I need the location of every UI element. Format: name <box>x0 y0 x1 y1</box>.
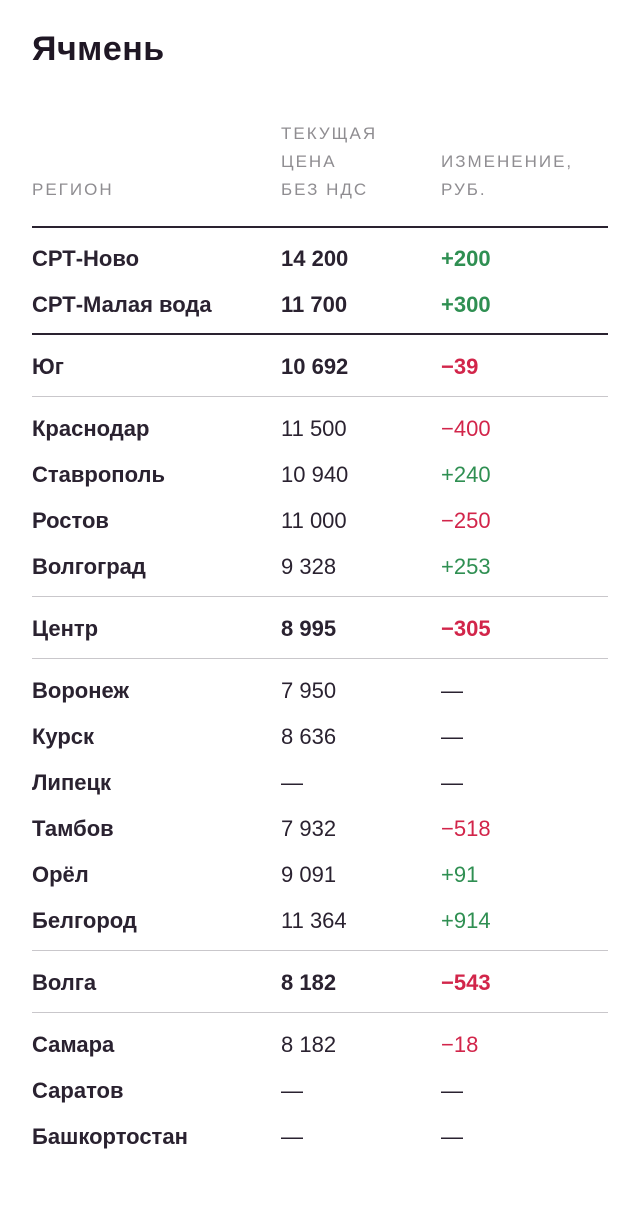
table-row: Тамбов 7 932 −518 <box>32 806 608 852</box>
price-cell: 8 182 <box>281 1032 337 1057</box>
table-row: СРТ-Ново 14 200 +200 <box>32 236 608 282</box>
change-cell: −400 <box>441 416 491 441</box>
change-cell: — <box>441 1124 463 1149</box>
table-row: Воронеж 7 950 — <box>32 668 608 714</box>
price-cell: 7 932 <box>281 816 337 841</box>
price-cell: 10 692 <box>281 354 349 379</box>
change-cell: +300 <box>441 292 491 317</box>
region-cell: Волга <box>32 970 97 995</box>
price-cell: 11 364 <box>281 908 347 933</box>
price-cell: 9 328 <box>281 554 337 579</box>
region-cell: Башкортостан <box>32 1124 188 1149</box>
table-row: Орёл 9 091 +91 <box>32 852 608 898</box>
change-cell: +240 <box>441 462 491 487</box>
region-cell: СРТ-Малая вода <box>32 292 212 317</box>
change-cell: — <box>441 678 463 703</box>
region-cell: Воронеж <box>32 678 130 703</box>
page-title: Ячмень <box>32 30 165 68</box>
region-cell: Орёл <box>32 862 89 887</box>
region-cell: Саратов <box>32 1078 124 1103</box>
price-cell: 9 091 <box>281 862 337 887</box>
change-cell: +253 <box>441 554 491 579</box>
price-cell: 8 636 <box>281 724 337 749</box>
price-cell: — <box>281 770 303 795</box>
group-divider <box>32 333 608 335</box>
region-cell: Курск <box>32 724 95 749</box>
price-cell: — <box>281 1078 303 1103</box>
table-row: Курск 8 636 — <box>32 714 608 760</box>
price-cell: 11 700 <box>281 292 348 317</box>
change-cell: +91 <box>441 862 479 887</box>
table-row: СРТ-Малая вода 11 700 +300 <box>32 282 608 328</box>
region-cell: Юг <box>32 354 64 379</box>
table-row: Ростов 11 000 −250 <box>32 498 608 544</box>
header-price-line: ЦЕНА <box>281 152 337 171</box>
table-row: Ставрополь 10 940 +240 <box>32 452 608 498</box>
table-row: Волгоград 9 328 +253 <box>32 544 608 590</box>
table-row: Самара 8 182 −18 <box>32 1022 608 1068</box>
group-divider <box>32 596 608 597</box>
region-cell: Белгород <box>32 908 137 933</box>
region-cell: Центр <box>32 616 99 641</box>
region-cell: Ставрополь <box>32 462 165 487</box>
change-cell: — <box>441 724 463 749</box>
price-cell: 14 200 <box>281 246 349 271</box>
change-cell: −305 <box>441 616 491 641</box>
region-cell: Липецк <box>32 770 112 795</box>
change-cell: +914 <box>441 908 491 933</box>
group-divider <box>32 1012 608 1013</box>
price-cell: — <box>281 1124 303 1149</box>
header-change-line: ИЗМЕНЕНИЕ, <box>441 152 574 171</box>
region-cell: Краснодар <box>32 416 150 441</box>
header-price-line: БЕЗ НДС <box>281 180 369 199</box>
table-row: Башкортостан — — <box>32 1114 608 1160</box>
header-price-line: ТЕКУЩАЯ <box>281 124 378 143</box>
table-row: Волга 8 182 −543 <box>32 960 608 1006</box>
region-cell: Ростов <box>32 508 109 533</box>
table-row: Центр 8 995 −305 <box>32 606 608 652</box>
change-cell: — <box>441 770 463 795</box>
region-cell: СРТ-Ново <box>32 246 140 271</box>
region-cell: Тамбов <box>32 816 114 841</box>
change-cell: −543 <box>441 970 491 995</box>
table-row: Краснодар 11 500 −400 <box>32 406 608 452</box>
change-cell: +200 <box>441 246 491 271</box>
header-change-line: РУБ. <box>441 180 487 199</box>
region-cell: Волгоград <box>32 554 146 579</box>
change-cell: −39 <box>441 354 479 379</box>
region-cell: Самара <box>32 1032 115 1057</box>
header-region: РЕГИОН <box>32 176 114 204</box>
header-region-label: РЕГИОН <box>32 180 114 199</box>
table-header: РЕГИОН ТЕКУЩАЯ ЦЕНА БЕЗ НДС ИЗМЕНЕНИЕ, Р… <box>32 124 608 204</box>
header-change: ИЗМЕНЕНИЕ, РУБ. <box>441 148 611 204</box>
price-cell: 7 950 <box>281 678 337 703</box>
change-cell: −518 <box>441 816 491 841</box>
group-divider <box>32 950 608 951</box>
header-divider <box>32 226 608 228</box>
change-cell: — <box>441 1078 463 1103</box>
table-row: Белгород 11 364 +914 <box>32 898 608 944</box>
price-cell: 8 182 <box>281 970 337 995</box>
price-cell: 11 000 <box>281 508 347 533</box>
change-cell: −18 <box>441 1032 479 1057</box>
price-cell: 8 995 <box>281 616 337 641</box>
price-cell: 10 940 <box>281 462 349 487</box>
header-price: ТЕКУЩАЯ ЦЕНА БЕЗ НДС <box>281 120 421 204</box>
change-cell: −250 <box>441 508 491 533</box>
table-row: Саратов — — <box>32 1068 608 1114</box>
price-cell: 11 500 <box>281 416 347 441</box>
table-row: Юг 10 692 −39 <box>32 344 608 390</box>
group-divider <box>32 658 608 659</box>
table-row: Липецк — — <box>32 760 608 806</box>
group-divider <box>32 396 608 397</box>
